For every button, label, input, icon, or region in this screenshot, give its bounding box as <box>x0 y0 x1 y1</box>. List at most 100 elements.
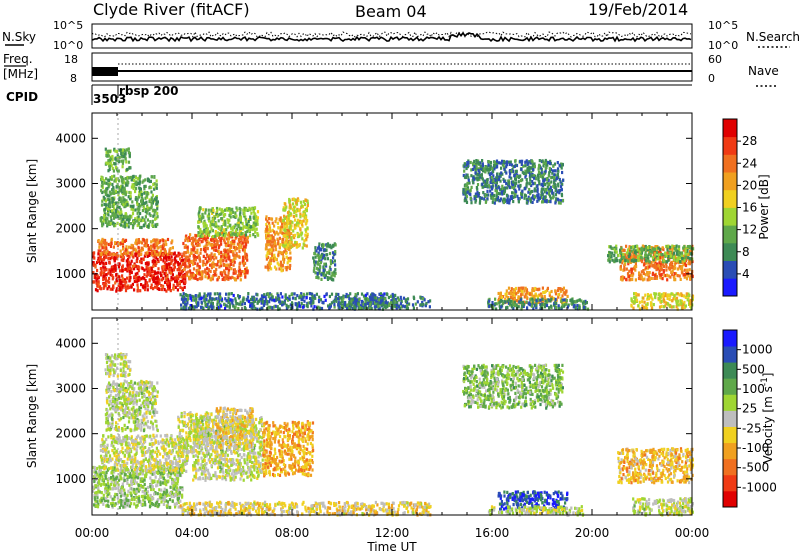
data-cell <box>197 231 200 235</box>
data-cell <box>162 253 165 257</box>
data-cell <box>296 218 300 222</box>
data-cell <box>578 304 581 308</box>
data-cell <box>335 297 338 301</box>
data-cell <box>308 292 312 296</box>
data-cell <box>122 180 126 184</box>
data-cell <box>574 300 577 304</box>
data-cell <box>145 244 148 248</box>
data-cell <box>143 277 146 281</box>
data-cell <box>360 292 364 296</box>
data-cell <box>632 247 635 251</box>
data-cell <box>677 251 680 255</box>
data-cell <box>243 248 246 252</box>
data-cell <box>334 243 337 247</box>
data-cell <box>154 244 157 248</box>
data-cell <box>230 226 233 230</box>
data-cell <box>297 301 301 305</box>
data-cell <box>201 239 204 243</box>
data-cell <box>265 236 268 240</box>
data-cell <box>181 270 184 274</box>
data-cell <box>212 223 215 227</box>
data-cell <box>249 302 252 306</box>
data-cell <box>134 272 137 276</box>
data-cell <box>180 275 183 279</box>
data-cell <box>206 260 209 264</box>
data-cell <box>206 266 209 270</box>
data-cell <box>554 305 558 309</box>
data-cell <box>530 304 533 308</box>
data-cell <box>114 189 118 193</box>
nave-tick-top: 60 <box>708 53 722 66</box>
data-cell <box>286 298 290 302</box>
data-cell <box>377 305 380 309</box>
data-cell <box>550 176 553 180</box>
data-cell <box>676 250 679 254</box>
data-cell <box>144 279 147 283</box>
data-cell <box>251 295 254 299</box>
data-cell <box>129 276 132 280</box>
data-cell <box>489 193 492 197</box>
data-cell <box>112 216 116 220</box>
data-cell <box>120 184 123 188</box>
data-cell <box>491 305 494 309</box>
data-cell <box>495 198 499 202</box>
data-cell <box>229 259 232 263</box>
data-cell <box>547 298 550 302</box>
data-cell <box>130 214 133 219</box>
data-cell <box>302 292 305 296</box>
data-cell <box>185 272 188 276</box>
data-cell <box>494 302 497 306</box>
data-cell <box>123 186 126 190</box>
data-cell <box>650 296 653 300</box>
data-cell <box>310 299 313 303</box>
data-cell <box>128 279 131 283</box>
data-cell <box>381 302 385 306</box>
data-cell <box>253 206 257 210</box>
data-cell <box>270 252 274 256</box>
data-cell <box>207 292 210 296</box>
data-cell <box>213 216 217 220</box>
data-cell <box>248 228 251 232</box>
data-cell <box>279 216 282 220</box>
data-cell <box>290 292 293 296</box>
data-cell <box>266 302 269 306</box>
data-cell <box>543 295 546 299</box>
data-cell <box>330 274 333 279</box>
data-cell <box>112 245 115 249</box>
data-cell <box>666 302 670 306</box>
data-cell <box>159 239 162 243</box>
data-cell <box>247 219 250 224</box>
data-cell <box>220 297 223 301</box>
data-cell <box>322 243 325 247</box>
data-cell <box>140 190 143 194</box>
data-cell <box>149 179 152 183</box>
data-cell <box>608 245 611 249</box>
data-cell <box>283 227 286 231</box>
data-cell <box>300 233 303 237</box>
data-cell <box>153 274 156 278</box>
data-cell <box>224 223 227 227</box>
data-cell <box>537 298 540 303</box>
data-cell <box>108 276 111 281</box>
data-cell <box>386 305 389 309</box>
data-cell <box>202 221 205 225</box>
data-cell <box>289 227 292 231</box>
data-cell <box>149 220 152 224</box>
data-cell <box>643 277 646 281</box>
data-cell <box>116 207 119 211</box>
data-cell <box>120 213 123 217</box>
data-cell <box>511 297 514 301</box>
data-cell <box>186 237 189 241</box>
data-cell <box>554 201 557 205</box>
data-cell <box>180 255 184 259</box>
data-cell <box>534 303 537 307</box>
data-cell <box>202 236 205 240</box>
data-cell <box>548 192 551 196</box>
data-cell <box>235 254 238 258</box>
data-cell <box>216 278 219 282</box>
data-cell <box>325 264 328 268</box>
data-cell <box>286 211 290 215</box>
data-cell <box>517 290 520 294</box>
data-cell <box>378 307 381 311</box>
data-cell <box>114 210 118 214</box>
